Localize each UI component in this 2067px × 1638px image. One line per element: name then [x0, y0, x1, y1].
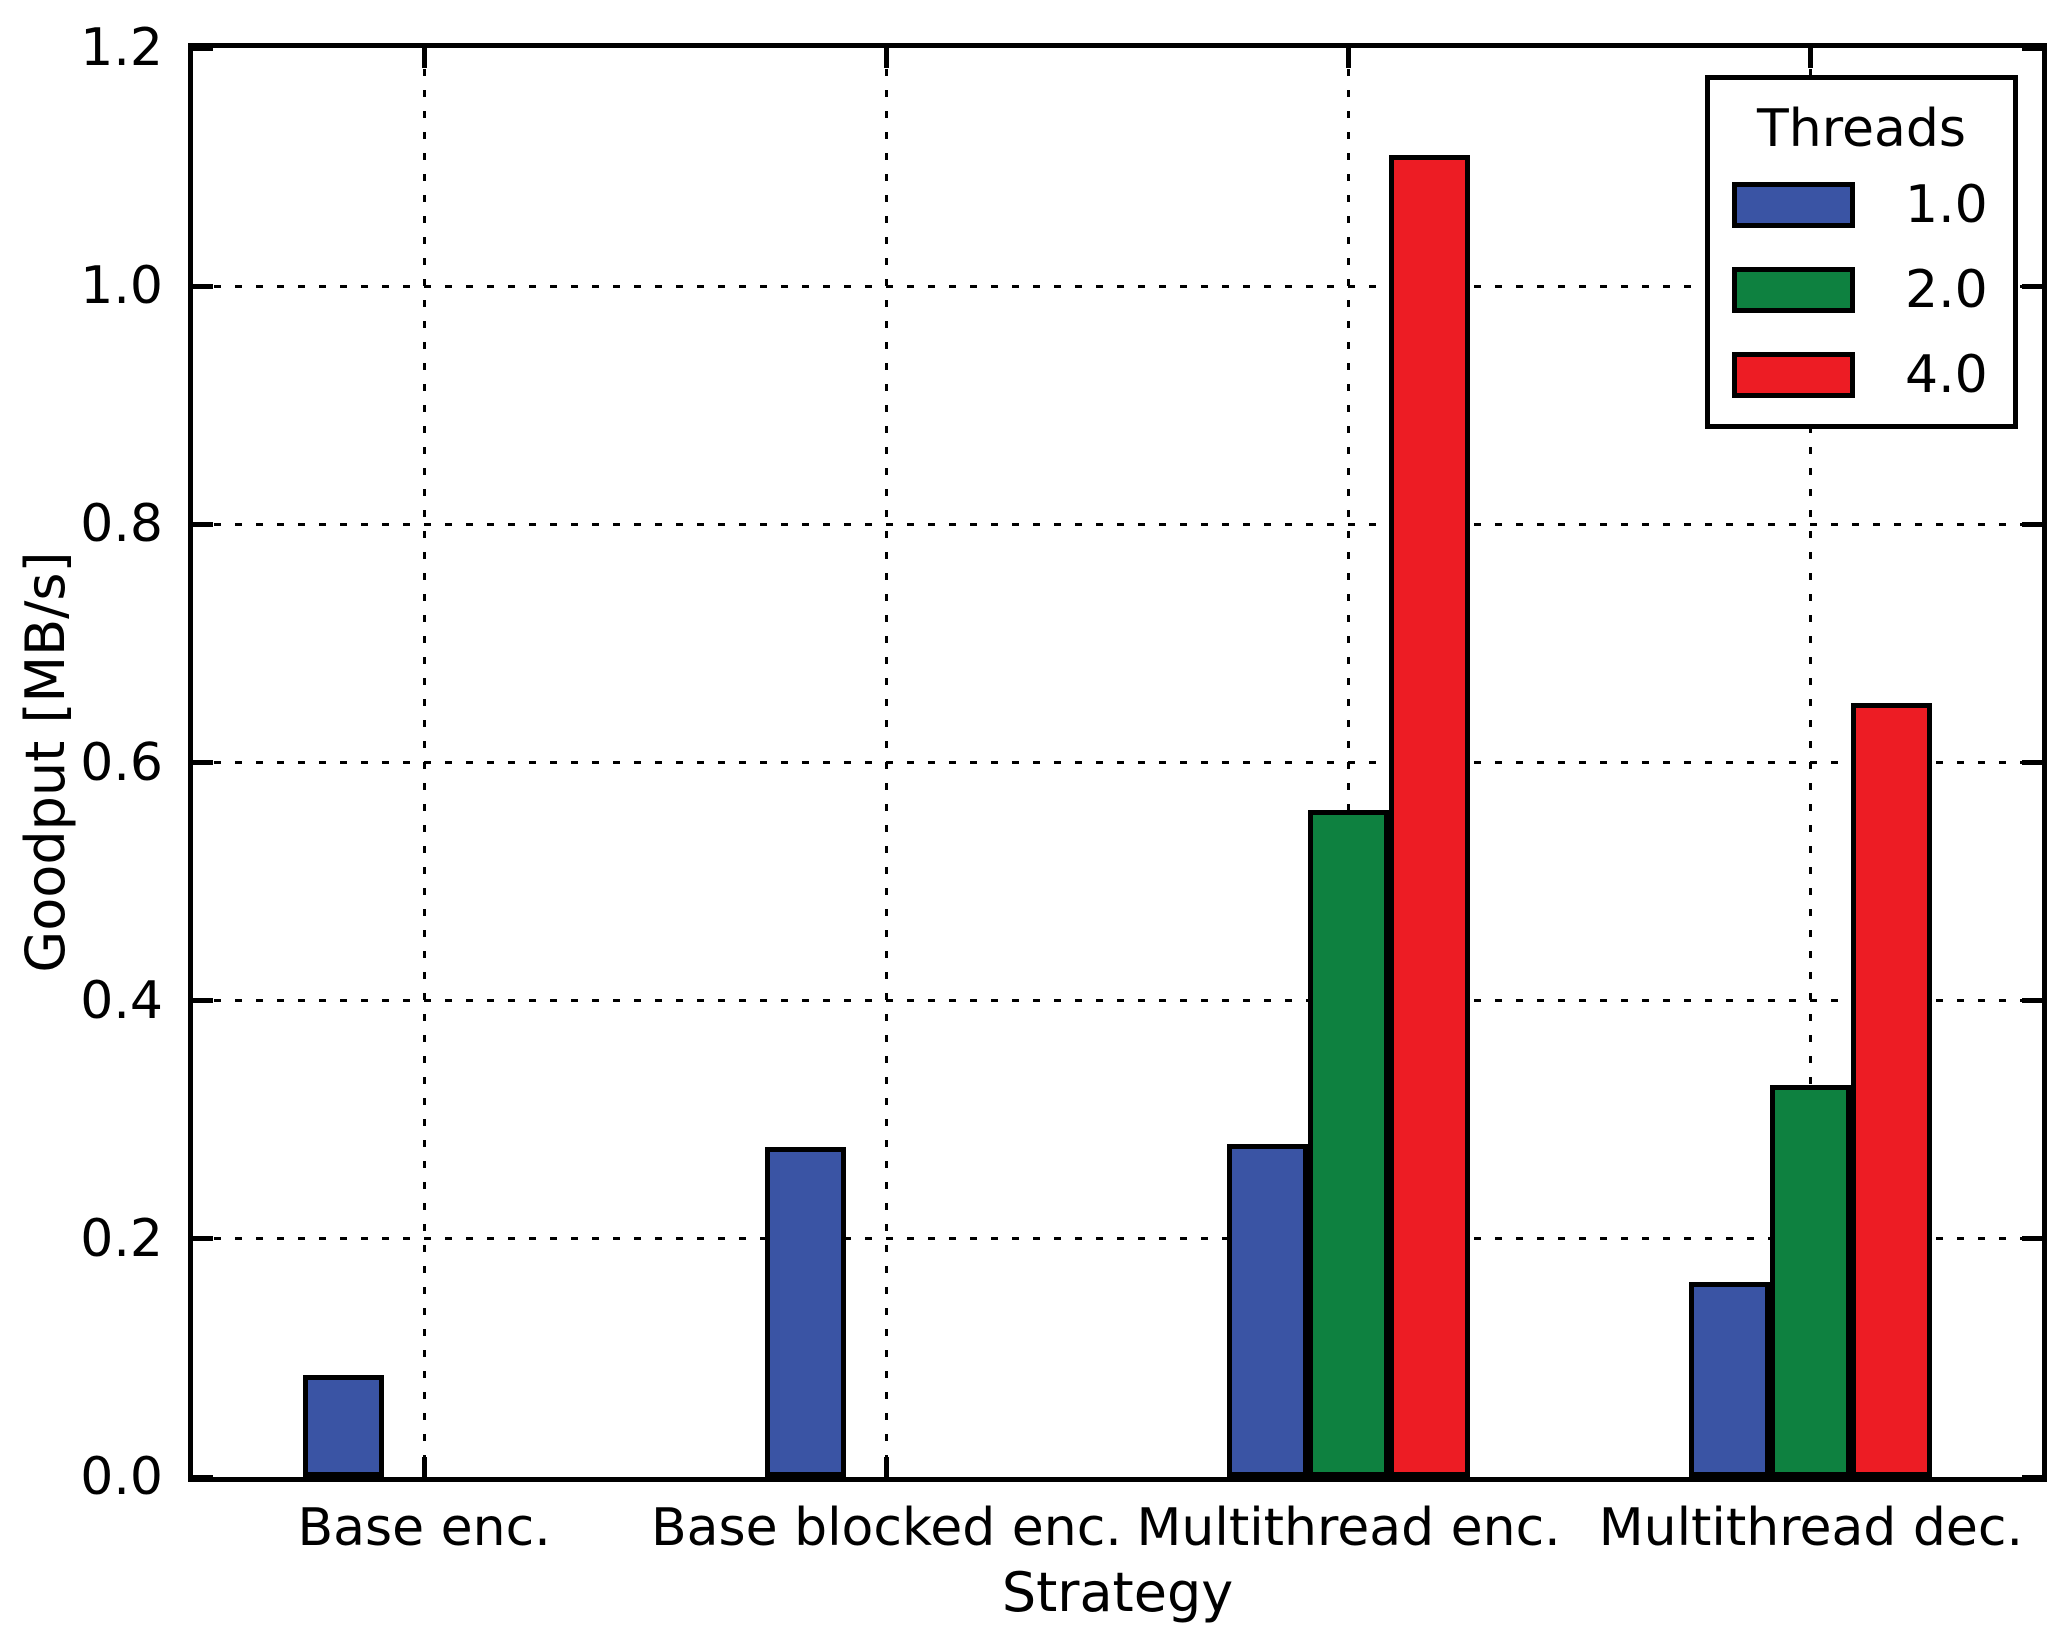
y-gridline: [193, 522, 2042, 526]
y-tick-label: 1.0: [80, 256, 163, 317]
x-tick-bottom: [883, 1457, 889, 1477]
bar-multithread-enc--t2.0: [1308, 810, 1390, 1477]
x-tick-top: [1808, 48, 1814, 68]
y-gridline: [193, 1237, 2042, 1241]
x-gridline: [884, 48, 888, 1477]
y-tick-label: 0.4: [80, 970, 163, 1031]
y-gridline: [193, 999, 2042, 1003]
x-tick-top: [883, 48, 889, 68]
bar-base-enc--t1.0: [302, 1374, 384, 1477]
y-tick-left: [193, 521, 213, 527]
y-tick-right: [2022, 1236, 2042, 1242]
x-tick-top: [1346, 48, 1352, 68]
legend-swatch-blue: [1732, 182, 1855, 228]
legend-label: 2.0: [1905, 260, 1988, 320]
bar-multithread-dec--t2.0: [1770, 1085, 1852, 1477]
bar-multithread-dec--t4.0: [1851, 702, 1933, 1477]
bar-multithread-enc--t1.0: [1227, 1143, 1309, 1477]
legend-label: 1.0: [1905, 175, 1988, 235]
y-tick-right: [2022, 283, 2042, 289]
y-tick-label: 1.2: [80, 18, 163, 78]
y-tick-left: [193, 1474, 213, 1480]
x-axis-label: Strategy: [1001, 1561, 1234, 1624]
legend-entry-threads-4: 4.0: [1732, 345, 1988, 405]
y-tick-label: 0.6: [80, 732, 163, 793]
y-tick-left: [193, 998, 213, 1004]
legend-label: 4.0: [1905, 345, 1988, 405]
y-tick-label: 0.8: [80, 494, 163, 555]
y-tick-left: [193, 283, 213, 289]
x-gridline: [422, 48, 426, 1477]
legend-swatch-red: [1732, 352, 1855, 398]
legend-swatch-green: [1732, 267, 1855, 313]
x-tick-label: Multithread enc.: [1136, 1498, 1561, 1558]
x-gridline: [1809, 48, 1813, 1477]
bar-multithread-enc--t4.0: [1389, 155, 1471, 1477]
y-tick-left: [193, 1236, 213, 1242]
y-tick-right: [2022, 998, 2042, 1004]
bar-multithread-dec--t1.0: [1689, 1281, 1771, 1477]
y-tick-left: [193, 760, 213, 765]
x-tick-bottom: [421, 1457, 427, 1477]
y-tick-left: [193, 45, 213, 51]
y-tick-right: [2022, 45, 2042, 51]
y-tick-right: [2022, 521, 2042, 527]
x-tick-label: Multithread dec.: [1598, 1498, 2023, 1558]
legend-entry-threads-2: 2.0: [1732, 260, 1988, 320]
y-tick-right: [2022, 1474, 2042, 1480]
bar-base-blocked-enc--t1.0: [764, 1147, 846, 1477]
y-tick-label: 0.2: [80, 1208, 163, 1269]
x-gridline: [1347, 48, 1351, 1477]
legend: Threads 1.0 2.0 4.0: [1705, 75, 2018, 429]
y-tick-right: [2022, 760, 2042, 765]
y-gridline: [193, 284, 2042, 288]
y-tick-label: 0.0: [80, 1447, 163, 1507]
x-tick-top: [421, 48, 427, 68]
legend-entry-threads-1: 1.0: [1732, 175, 1988, 235]
x-tick-label: Base enc.: [297, 1498, 551, 1558]
x-tick-label: Base blocked enc.: [650, 1498, 1122, 1558]
y-gridline: [193, 761, 2042, 764]
legend-title: Threads: [1757, 99, 1966, 159]
